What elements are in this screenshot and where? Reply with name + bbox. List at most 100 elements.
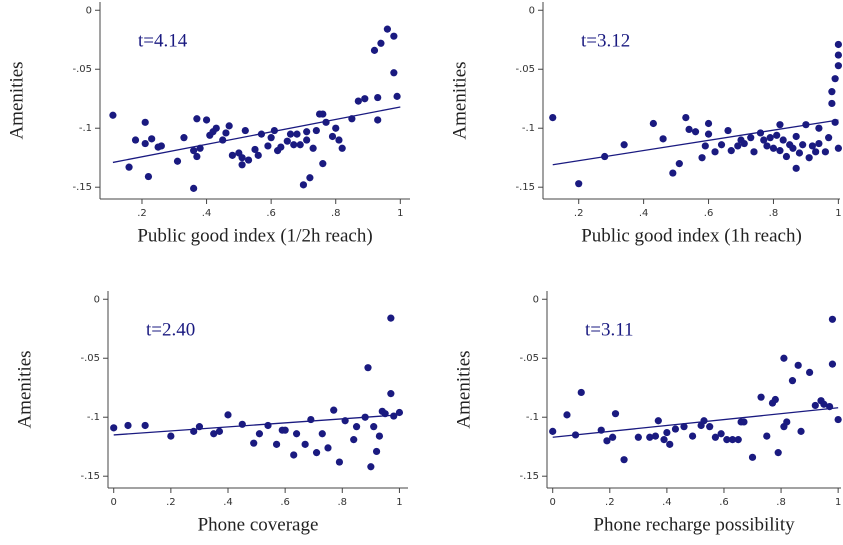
point [704, 119, 713, 128]
point [372, 447, 381, 456]
x-axis-title: Phone coverage [198, 514, 319, 535]
point [144, 172, 153, 181]
point [711, 433, 720, 441]
x-axis-title: Public good index (1h reach) [581, 225, 802, 246]
point [812, 148, 820, 156]
point [675, 160, 683, 168]
point [250, 439, 258, 447]
point [723, 436, 731, 444]
point [309, 144, 317, 152]
point [828, 88, 836, 96]
point [393, 92, 401, 100]
point [264, 142, 272, 150]
x-tick-label: 1 [396, 497, 402, 508]
x-tick-label: .8 [338, 497, 348, 508]
x-tick-label: .6 [719, 497, 729, 508]
annotation: t=2.40 [146, 319, 195, 340]
point [110, 424, 118, 432]
y-tick-label: -.1 [526, 412, 539, 423]
point [782, 152, 791, 161]
point [219, 136, 227, 144]
y-tick-label: -.05 [515, 64, 535, 75]
point [734, 142, 742, 150]
point [286, 130, 295, 138]
point [370, 423, 378, 431]
point [364, 364, 372, 372]
point [773, 131, 781, 139]
point [272, 440, 281, 448]
point [763, 142, 771, 150]
point [766, 134, 774, 142]
point [350, 436, 358, 444]
y-axis-title: Amenities [449, 61, 470, 139]
x-tick-label: .8 [769, 208, 779, 219]
y-axis-title: Amenities [14, 350, 35, 428]
fit-line [552, 119, 839, 166]
x-tick-label: .6 [280, 497, 290, 508]
point [698, 154, 706, 162]
point [238, 154, 246, 162]
point [834, 415, 842, 424]
point [788, 377, 797, 385]
point [324, 444, 332, 452]
point [717, 141, 726, 149]
point [834, 62, 842, 70]
point [352, 423, 361, 431]
point [795, 149, 804, 157]
point [704, 130, 713, 138]
point [264, 421, 272, 430]
point [620, 456, 628, 464]
point [255, 430, 264, 438]
point [634, 433, 642, 441]
y-tick-label: -.05 [72, 64, 92, 75]
y-tick-label: -.05 [80, 353, 100, 364]
x-tick-label: .4 [202, 208, 212, 219]
point [290, 141, 298, 149]
point [756, 129, 765, 137]
point [691, 128, 700, 136]
point [774, 449, 782, 457]
point [141, 118, 149, 126]
point [301, 440, 309, 448]
y-tick-label: -.1 [87, 412, 100, 423]
point [717, 430, 725, 438]
point [779, 136, 787, 144]
y-tick-label: -.15 [80, 471, 100, 482]
point [148, 135, 156, 143]
point [241, 126, 249, 135]
point [215, 427, 224, 435]
point [792, 132, 800, 141]
point [173, 157, 182, 165]
point [834, 51, 842, 59]
y-tick-label: 0 [533, 294, 539, 305]
point [805, 154, 813, 162]
point [688, 432, 697, 440]
point [682, 114, 690, 122]
point [374, 116, 382, 124]
point [328, 132, 337, 141]
x-tick-label: 1 [835, 497, 841, 508]
x-tick-label: .8 [776, 497, 786, 508]
y-tick-label: -.1 [522, 123, 535, 134]
point [212, 124, 220, 132]
point [789, 144, 797, 152]
point [727, 147, 735, 155]
point [125, 163, 133, 171]
x-tick-label: 0 [111, 497, 117, 508]
point [763, 432, 771, 440]
point [190, 147, 198, 155]
point [335, 136, 343, 144]
point [202, 116, 211, 124]
point [815, 124, 823, 132]
point [306, 174, 314, 182]
point [757, 393, 765, 401]
point [666, 440, 674, 448]
point [238, 161, 246, 169]
point [646, 433, 654, 441]
point [825, 134, 833, 142]
x-tick-label: .8 [331, 208, 341, 219]
x-tick-label: .4 [223, 497, 233, 508]
point [292, 430, 301, 438]
point [375, 432, 384, 440]
